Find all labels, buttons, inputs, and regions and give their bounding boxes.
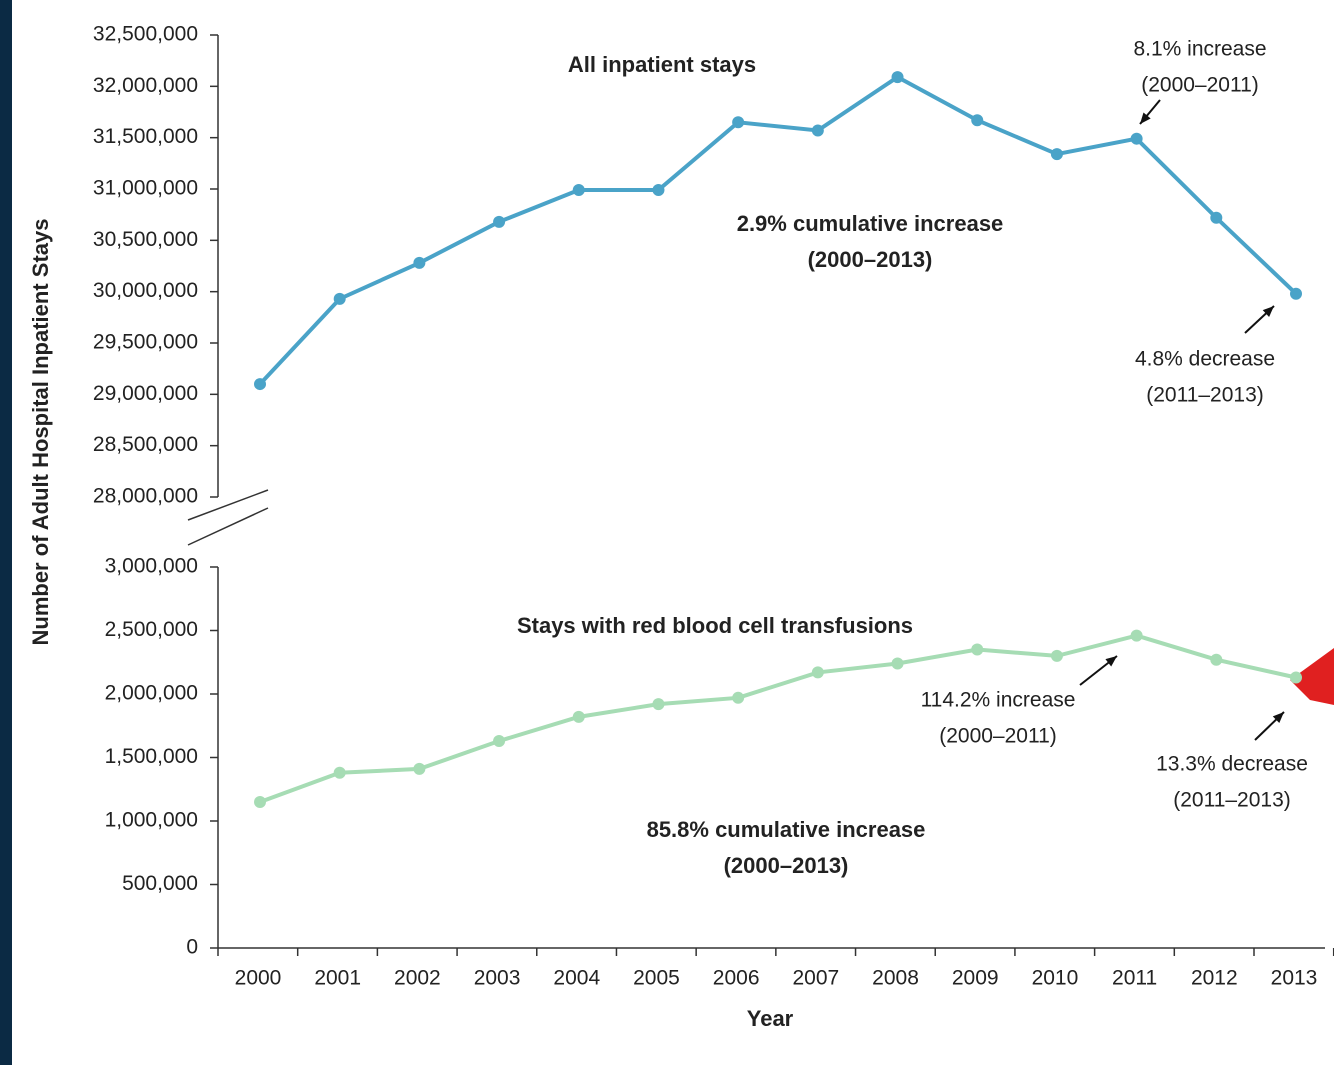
background — [12, 0, 1334, 1065]
y-tick-label: 30,500,000 — [93, 228, 198, 251]
y-tick-label: 32,000,000 — [93, 74, 198, 97]
annotation: 85.8% cumulative increase — [647, 817, 926, 842]
pointer-decoration — [1290, 648, 1334, 705]
data-point — [572, 710, 585, 723]
x-tick-label: 2000 — [235, 967, 282, 990]
data-point — [493, 215, 506, 228]
y-tick-label: 32,500,000 — [93, 23, 198, 46]
y-tick-label: 29,000,000 — [93, 382, 198, 405]
data-point — [1290, 671, 1302, 684]
annotation: 2.9% cumulative increase — [737, 211, 1004, 236]
y-tick-label: 1,000,000 — [105, 809, 198, 832]
y-tick-label: 500,000 — [122, 872, 198, 895]
y-tick-label: 31,500,000 — [93, 125, 198, 148]
arrow-head — [1272, 712, 1284, 724]
data-point — [1130, 132, 1143, 145]
annotation: (2000–2011) — [939, 725, 1057, 748]
data-point — [1210, 653, 1223, 666]
y-tick-label: 3,000,000 — [105, 555, 198, 578]
y-axis-title: Number of Adult Hospital Inpatient Stays — [28, 219, 53, 646]
arrow-head — [1140, 112, 1151, 124]
x-tick-label: 2005 — [633, 967, 680, 990]
panel-title: All inpatient stays — [568, 52, 756, 77]
y-tick-label: 2,000,000 — [105, 682, 198, 705]
data-point — [891, 71, 904, 84]
y-tick-label: 31,000,000 — [93, 177, 198, 200]
x-tick-label: 2003 — [474, 967, 521, 990]
series-line — [258, 74, 1298, 386]
data-point — [1050, 649, 1063, 662]
x-tick-label: 2013 — [1271, 967, 1318, 990]
annotation: (2011–2013) — [1146, 384, 1264, 407]
x-tick-label: 2010 — [1032, 967, 1079, 990]
data-point — [254, 378, 266, 391]
data-point — [891, 657, 904, 670]
data-point — [572, 184, 585, 197]
arrow-head — [1105, 656, 1117, 667]
annotation: 13.3% decrease — [1156, 753, 1308, 776]
x-tick-label: 2004 — [553, 967, 600, 990]
data-point — [1130, 629, 1143, 642]
arrow-head — [1262, 306, 1274, 317]
data-point — [1050, 148, 1063, 161]
data-point — [333, 766, 346, 779]
annotation: (2011–2013) — [1173, 789, 1291, 812]
annotation: (2000–2013) — [808, 247, 933, 272]
data-point — [652, 698, 665, 711]
x-tick-label: 2007 — [792, 967, 839, 990]
data-point — [811, 124, 824, 137]
y-tick-label: 28,500,000 — [93, 433, 198, 456]
annotation: 4.8% decrease — [1135, 348, 1275, 371]
y-tick-label: 2,500,000 — [105, 618, 198, 641]
axis-break — [187, 507, 269, 546]
annotation: (2000–2011) — [1141, 74, 1259, 97]
x-tick-label: 2006 — [713, 967, 760, 990]
axis-break — [187, 489, 269, 521]
x-axis-title: Year — [747, 1006, 794, 1031]
x-tick-label: 2002 — [394, 967, 441, 990]
panel-title: Stays with red blood cell transfusions — [517, 613, 913, 638]
annotation: 114.2% increase — [921, 689, 1076, 712]
data-point — [333, 292, 346, 305]
x-tick-label: 2008 — [872, 967, 919, 990]
data-point — [1290, 287, 1302, 300]
x-tick-label: 2011 — [1112, 967, 1157, 990]
data-point — [811, 666, 824, 679]
x-tick-label: 2001 — [314, 967, 361, 990]
data-point — [413, 762, 426, 775]
data-point — [971, 643, 984, 656]
data-point — [413, 256, 426, 269]
data-point — [732, 116, 745, 129]
annotation: (2000–2013) — [724, 853, 849, 878]
y-tick-label: 30,000,000 — [93, 279, 198, 302]
x-tick-label: 2009 — [952, 967, 999, 990]
data-point — [493, 734, 506, 747]
data-point — [971, 114, 984, 127]
y-tick-label: 0 — [186, 936, 198, 959]
data-point — [732, 691, 745, 704]
y-tick-label: 29,500,000 — [93, 331, 198, 354]
data-point — [1210, 211, 1223, 224]
series-line — [259, 633, 1297, 804]
x-tick-label: 2012 — [1191, 967, 1238, 990]
annotation: 8.1% increase — [1133, 38, 1266, 61]
data-point — [652, 184, 665, 197]
data-point — [254, 795, 266, 808]
y-tick-label: 1,500,000 — [105, 745, 198, 768]
y-tick-label: 28,000,000 — [93, 485, 198, 508]
